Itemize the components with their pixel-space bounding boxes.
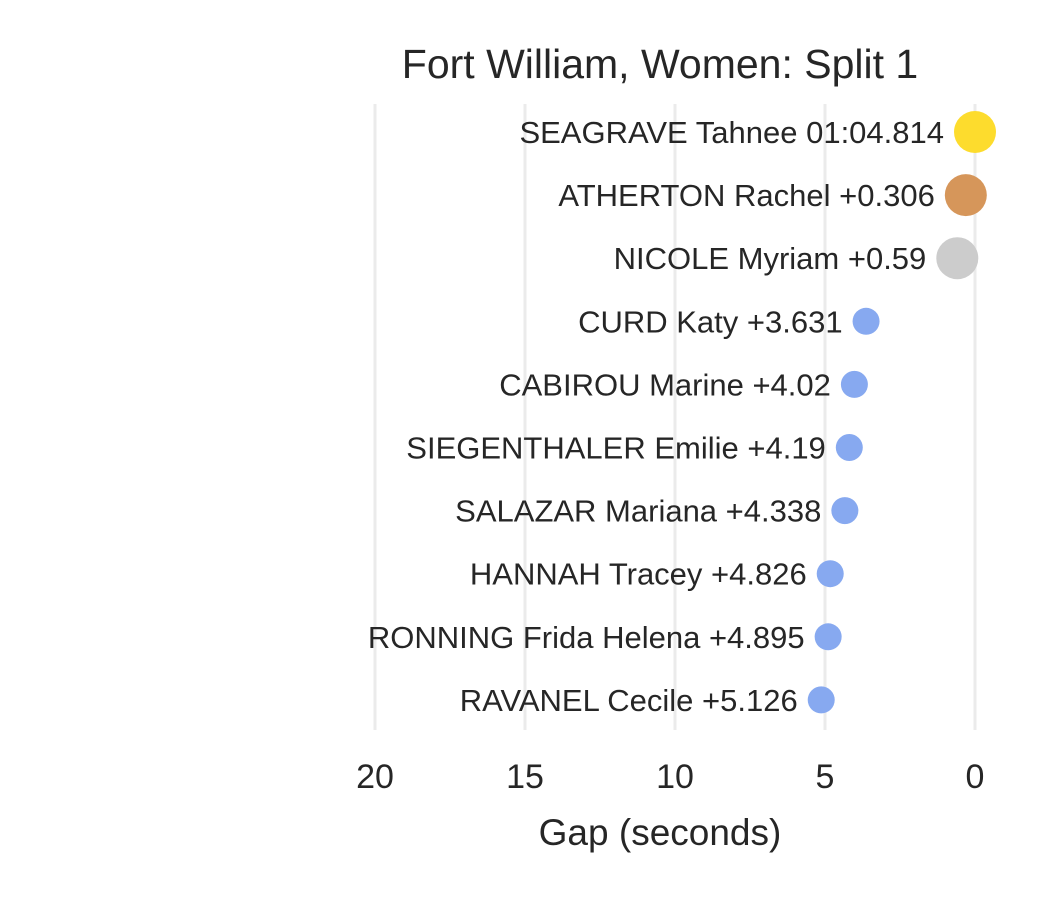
rider-label: SALAZAR Mariana +4.338 xyxy=(455,494,821,529)
rider-label: CURD Katy +3.631 xyxy=(578,304,842,339)
rider-point xyxy=(944,174,987,217)
chart-title: Fort William, Women: Split 1 xyxy=(402,41,918,87)
x-axis-ticks: 20 15 10 5 0 xyxy=(356,758,984,796)
rider-labels: SEAGRAVE Tahnee 01:04.814 ATHERTON Rachel… xyxy=(368,115,944,718)
x-tick-label: 20 xyxy=(356,758,394,796)
rider-label: ATHERTON Rachel +0.306 xyxy=(558,178,934,213)
rider-point xyxy=(936,237,979,280)
rider-label: RAVANEL Cecile +5.126 xyxy=(460,683,798,718)
rider-label: HANNAH Tracey +4.826 xyxy=(470,557,807,592)
rider-point xyxy=(831,497,859,525)
x-tick-label: 0 xyxy=(966,758,985,796)
rider-point xyxy=(816,560,844,588)
x-tick-label: 5 xyxy=(816,758,835,796)
x-tick-label: 15 xyxy=(506,758,544,796)
rider-label: RONNING Frida Helena +4.895 xyxy=(368,620,805,655)
rider-point xyxy=(814,623,842,651)
rider-point xyxy=(807,686,835,714)
x-axis-label: Gap (seconds) xyxy=(539,812,782,853)
rider-label: SIEGENTHALER Emilie +4.19 xyxy=(406,431,826,466)
rider-label: CABIROU Marine +4.02 xyxy=(499,367,831,402)
rider-point xyxy=(835,434,863,461)
rider-point xyxy=(840,370,868,398)
rider-point xyxy=(852,307,880,335)
rider-label: NICOLE Myriam +0.59 xyxy=(614,241,927,276)
rider-label: SEAGRAVE Tahnee 01:04.814 xyxy=(519,115,944,150)
x-tick-label: 10 xyxy=(656,758,694,796)
data-points xyxy=(807,111,996,714)
rider-point xyxy=(954,111,996,153)
